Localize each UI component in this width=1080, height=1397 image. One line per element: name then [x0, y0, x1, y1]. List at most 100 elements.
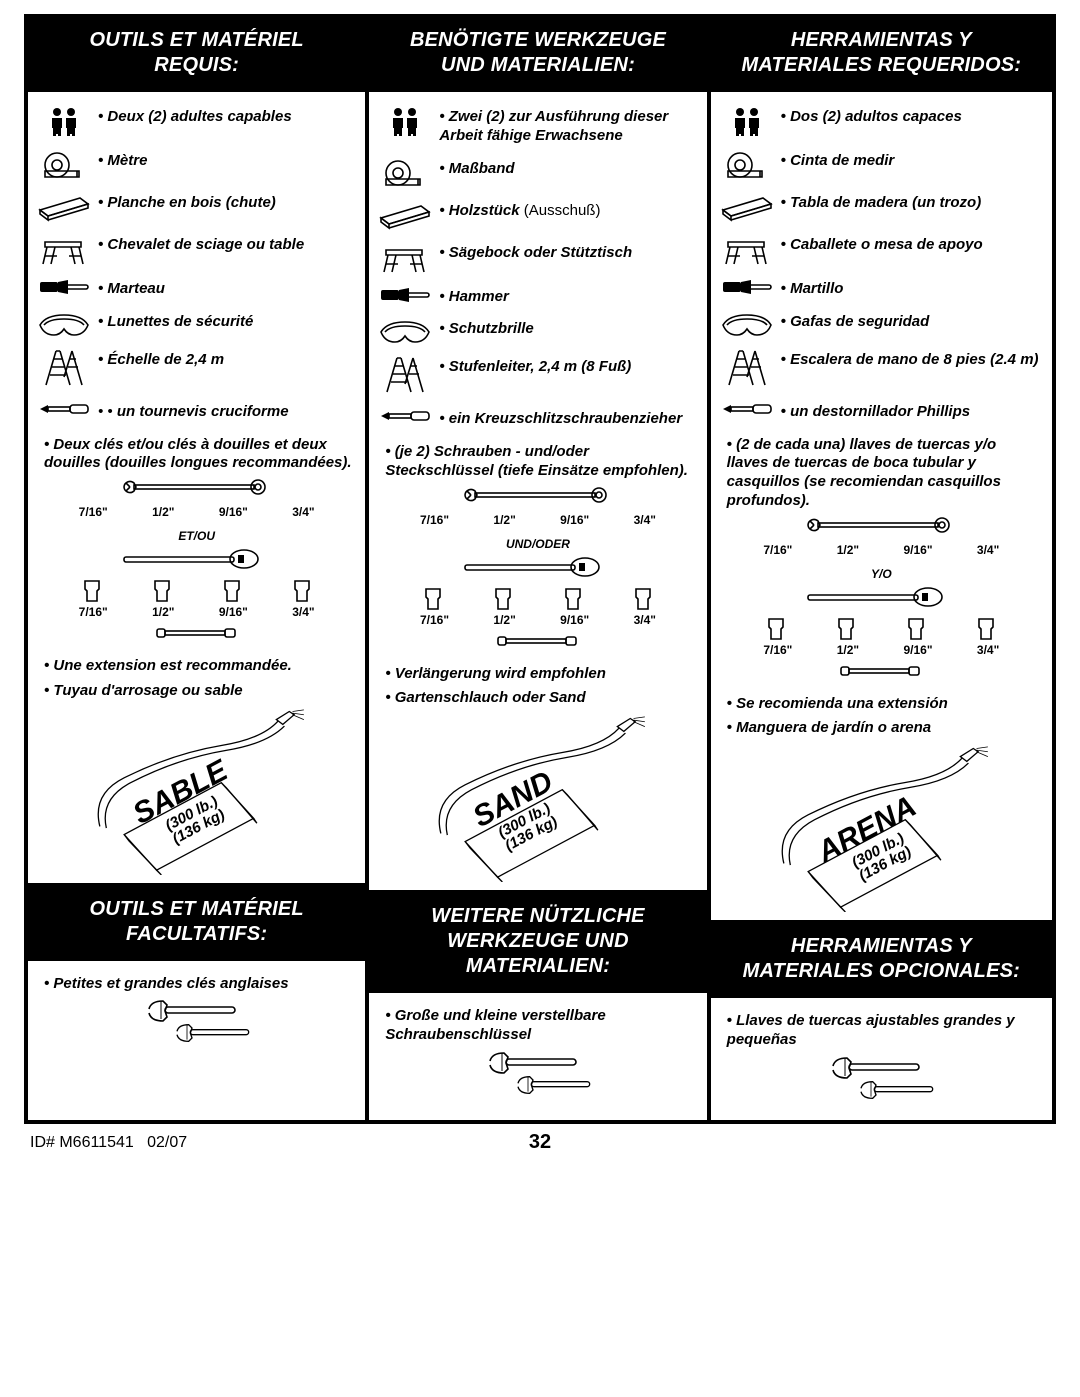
- ratchet-icon: [761, 587, 1001, 609]
- screwdriver-icon: [38, 401, 90, 417]
- open-wrench-icon: [77, 477, 317, 499]
- socket-icon: [422, 587, 444, 611]
- sawhorse-icon: [382, 242, 428, 274]
- sawhorse-icon: [41, 234, 87, 266]
- body-es: Dos (2) adultos capaces Cinta de medir T…: [711, 92, 1052, 920]
- socket-icon: [221, 579, 243, 603]
- wrench-diagram: 7/16"1/2"9/16"3/4" Y/O 7/16"1/2"9/16"3/4…: [751, 515, 1011, 683]
- header2: REQUIS:: [154, 54, 239, 76]
- text: Une extension est recommandée.: [38, 655, 292, 676]
- item-sawhorse: Chevalet de sciage ou table: [38, 234, 355, 266]
- socket-icon: [81, 579, 103, 603]
- adj-wrench-icon: [841, 1080, 961, 1100]
- sizes-row-1: 7/16" 1/2" 9/16" 3/4": [67, 503, 327, 525]
- col-fr: OUTILS ET MATÉRIEL REQUIS: Deux (2) adul…: [28, 18, 369, 1120]
- item-ext: Une extension est recommandée.: [38, 655, 355, 676]
- socket-icon: [765, 617, 787, 641]
- extension-icon: [478, 633, 598, 649]
- board-icon: [379, 200, 431, 230]
- board-icon: [38, 192, 90, 222]
- adj-wrench-icon: [157, 1023, 277, 1043]
- socket-icon: [562, 587, 584, 611]
- page: OUTILS ET MATÉRIEL REQUIS: Deux (2) adul…: [0, 0, 1080, 1162]
- text: Chevalet de sciage ou table: [98, 234, 304, 255]
- people-icon: [388, 106, 422, 138]
- item-board: Planche en bois (chute): [38, 192, 355, 222]
- hammer-icon: [38, 278, 90, 296]
- adj-wrench-icon: [801, 1056, 961, 1080]
- socket-icon: [905, 617, 927, 641]
- people-icon: [730, 106, 764, 138]
- opt-header-de: WEITERE NÜTZLICHEWERKZEUGE UND MATERIALI…: [369, 894, 706, 993]
- socket-icon: [291, 579, 313, 603]
- screwdriver-icon: [379, 408, 431, 424]
- text: Tuyau d'arrosage ou sable: [38, 680, 243, 701]
- item-goggles: Lunettes de sécurité: [38, 311, 355, 337]
- item-hammer: Marteau: [38, 278, 355, 299]
- text: Deux clés et/ou clés à douilles et deux …: [38, 434, 355, 474]
- main-grid: OUTILS ET MATÉRIEL REQUIS: Deux (2) adul…: [24, 14, 1056, 1124]
- socket-icon: [975, 617, 997, 641]
- open-wrench-icon: [418, 485, 658, 507]
- wrench-diagram: 7/16"1/2"9/16"3/4" UND/ODER 7/16"1/2"9/1…: [408, 485, 668, 653]
- sizes-row-2: 7/16" 1/2" 9/16" 3/4": [67, 603, 327, 625]
- adj-wrench-icon: [458, 1051, 618, 1075]
- header1: OUTILS ET MATÉRIEL: [89, 29, 303, 51]
- and-or: ET/OU: [67, 529, 327, 543]
- socket-icon: [151, 579, 173, 603]
- extension-icon: [137, 625, 257, 641]
- tape-icon: [722, 150, 772, 180]
- adj-wrench-icon: [498, 1075, 618, 1095]
- text: Lunettes de sécurité: [98, 311, 253, 332]
- sawhorse-icon: [724, 234, 770, 266]
- socket-icon: [632, 587, 654, 611]
- hammer-icon: [379, 286, 431, 304]
- tape-icon: [39, 150, 89, 180]
- open-wrench-icon: [761, 515, 1001, 537]
- text: Petites et grandes clés anglaises: [38, 973, 289, 994]
- goggles-icon: [721, 311, 773, 337]
- item-wrenches: Deux clés et/ou clés à douilles et deux …: [38, 434, 355, 474]
- col-de: BENÖTIGTE WERKZEUGE UND MATERIALIEN: Zwe…: [369, 18, 710, 1120]
- item-hose: Tuyau d'arrosage ou sable: [38, 680, 355, 701]
- header-de: BENÖTIGTE WERKZEUGE UND MATERIALIEN:: [369, 18, 706, 92]
- opt-header-fr: OUTILS ET MATÉRIEL FACULTATIFS:: [28, 887, 365, 961]
- text: Mètre: [98, 150, 147, 171]
- hammer-icon: [721, 278, 773, 296]
- ratchet-icon: [77, 549, 317, 571]
- item-tape: Mètre: [38, 150, 355, 180]
- extension-icon: [821, 663, 941, 679]
- ladder-icon: [42, 349, 86, 389]
- opt-header-es: HERRAMIENTAS YMATERIALES OPCIONALES:: [711, 924, 1052, 998]
- opt-item: Petites et grandes clés anglaises: [38, 973, 355, 994]
- header-fr: OUTILS ET MATÉRIEL REQUIS:: [28, 18, 365, 92]
- goggles-icon: [379, 318, 431, 344]
- sand-diagram: SABLE (300 lb.) (136 kg): [67, 705, 327, 875]
- page-number: 32: [529, 1131, 551, 1154]
- footer: ID# M6611541 02/07 32: [24, 1124, 1056, 1152]
- doc-id: ID# M6611541 02/07: [30, 1134, 187, 1152]
- text: Deux (2) adultes capables: [98, 106, 292, 127]
- people-icon: [47, 106, 81, 138]
- sand-diagram: SAND(300 lb.)(136 kg): [408, 712, 668, 882]
- item-ladder: Échelle de 2,4 m: [38, 349, 355, 389]
- socket-icon: [835, 617, 857, 641]
- body-de: Zwei (2) zur Ausführung dieser Arbeit fä…: [369, 92, 706, 890]
- ratchet-icon: [418, 557, 658, 579]
- sand-diagram: ARENA(300 lb.)(136 kg): [751, 742, 1011, 912]
- item-screw: • un tournevis cruciforme: [38, 401, 355, 422]
- header-es: HERRAMIENTAS Y MATERIALES REQUERIDOS:: [711, 18, 1052, 92]
- socket-icon: [492, 587, 514, 611]
- opt-body-fr: Petites et grandes clés anglaises: [28, 961, 365, 1064]
- tape-icon: [380, 158, 430, 188]
- text: Marteau: [98, 278, 165, 299]
- item-adults: Deux (2) adultes capables: [38, 106, 355, 138]
- adj-wrench-icon: [117, 999, 277, 1023]
- text: Planche en bois (chute): [98, 192, 276, 213]
- ladder-icon: [725, 349, 769, 389]
- goggles-icon: [38, 311, 90, 337]
- text: • un tournevis cruciforme: [98, 401, 289, 422]
- wrench-diagram: 7/16" 1/2" 9/16" 3/4" ET/OU 7/16": [67, 477, 327, 645]
- body-fr: Deux (2) adultes capables Mètre Planche …: [28, 92, 365, 883]
- col-es: HERRAMIENTAS Y MATERIALES REQUERIDOS: Do…: [711, 18, 1052, 1120]
